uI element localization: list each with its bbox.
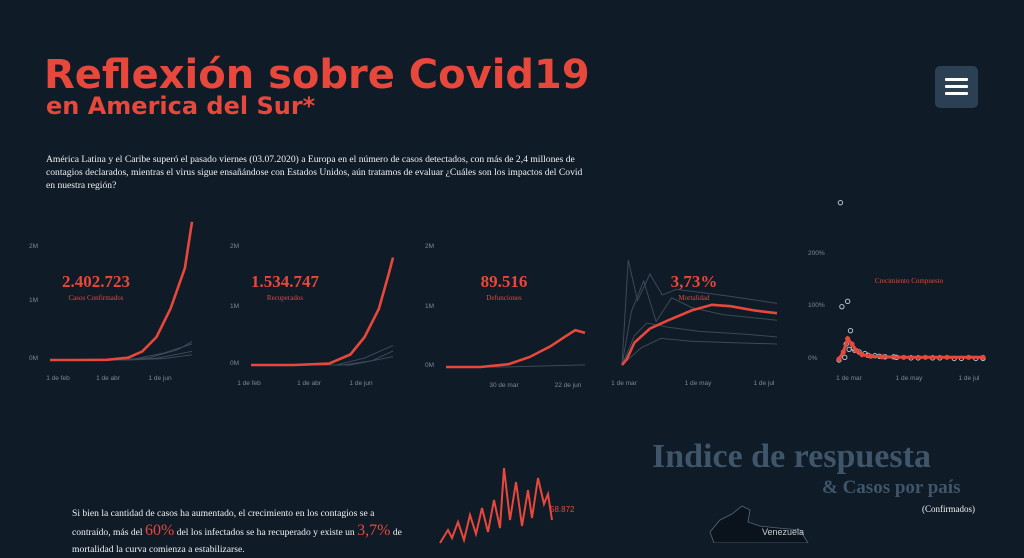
x-tick-label: 1 de may <box>896 375 923 382</box>
recovered-chart: 2M 1M 0M 1 de feb 1 de abr 1 de jun 1.534.747 R… <box>230 243 395 387</box>
hamburger-menu-button[interactable] <box>935 66 978 108</box>
response-index-subtitle: & Casos por país <box>822 477 961 498</box>
summary-text-2: del los infectados se ha recuperado y ex… <box>176 527 355 538</box>
x-tick-label: 1 de jun <box>349 380 373 387</box>
series-line <box>621 279 778 366</box>
x-tick-label: 22 de jun <box>555 382 582 389</box>
x-tick-label: 1 de may <box>685 380 712 387</box>
daily-cases-chart: 58.872 <box>439 467 575 544</box>
series-line-highlight <box>251 257 395 367</box>
y-tick-label: 100% <box>808 302 825 309</box>
kpi-value: 1.534.747 <box>251 272 320 291</box>
response-index-title: Indice de respuesta <box>652 438 931 475</box>
series-line-highlight <box>50 221 194 362</box>
summary-paragraph: Si bien la cantidad de casos ha aumentad… <box>72 505 412 558</box>
x-tick-label: 1 de feb <box>46 375 70 382</box>
y-tick-label: 2M <box>230 243 239 250</box>
series-line <box>621 322 778 366</box>
mortality-percent: 3,7% <box>357 522 391 539</box>
south-america-map <box>709 505 809 543</box>
x-tick-label: 1 de abr <box>96 375 121 382</box>
y-tick-label: 200% <box>808 250 825 257</box>
y-tick-label: 0M <box>425 362 434 369</box>
compound-growth-chart: 200% 100% 0% 1 de mar 1 de may 1 de jul Crecim… <box>808 199 986 382</box>
intro-paragraph: América Latina y el Caribe superó el pas… <box>46 154 583 191</box>
x-tick-label: 1 de mar <box>611 380 637 387</box>
deaths-chart: 2M 1M 0M 30 de mar 22 de jun 89.516 Defuncione… <box>425 243 586 389</box>
kpi-value: 3,73% <box>671 272 718 291</box>
daily-cases-line <box>439 467 553 544</box>
scatter-point <box>837 199 844 206</box>
y-tick-label: 2M <box>29 243 38 250</box>
kpi-label: Casos Confirmados <box>68 294 123 302</box>
series-line <box>621 259 778 366</box>
x-tick-label: 1 de abr <box>297 380 322 387</box>
hamburger-menu-icon <box>945 78 968 81</box>
x-tick-label: 1 de jul <box>754 380 776 387</box>
scatter-point <box>844 298 851 305</box>
mortality-chart: 1 de mar 1 de may 1 de jul 3,73% Mortalidad <box>611 259 778 387</box>
scatter-point <box>847 327 854 334</box>
kpi-value: 89.516 <box>481 272 528 291</box>
kpi-label: Defunciones <box>486 294 522 302</box>
x-tick-label: 1 de mar <box>836 375 862 382</box>
kpi-label: Recuperados <box>267 294 303 302</box>
hamburger-menu-icon-bar <box>945 92 968 95</box>
series-line-highlight <box>621 303 778 366</box>
y-tick-label: 1M <box>425 303 434 310</box>
scatter-point <box>846 346 852 353</box>
kpi-label: Crecimiento Compuesto <box>875 277 944 285</box>
page-subtitle: en America del Sur* <box>46 92 316 120</box>
recovered-percent: 60% <box>145 522 175 539</box>
summary-text-1: Si bien la cantidad de casos ha aumentad… <box>72 508 375 538</box>
series-line <box>621 337 778 366</box>
page-title: Reflexión sobre Covid19 <box>44 52 590 98</box>
x-tick-label: 1 de jun <box>148 375 172 382</box>
y-tick-label: 1M <box>230 303 239 310</box>
series-line <box>251 344 394 366</box>
confirmed-cases-chart: 2M 1M 0M 1 de feb 1 de abr 1 de jun 2.402.723 C… <box>29 221 194 382</box>
y-tick-label: 0M <box>230 360 239 367</box>
x-tick-label: 1 de feb <box>237 380 261 387</box>
y-tick-label: 2M <box>425 243 434 250</box>
kpi-value: 2.402.723 <box>62 272 130 291</box>
scatter-point <box>839 303 845 310</box>
scatter-point <box>842 354 848 361</box>
kpi-label: Mortalidad <box>678 294 710 302</box>
series-line-highlight <box>446 328 586 369</box>
hamburger-menu-icon-bar <box>945 85 968 88</box>
y-tick-label: 0M <box>29 355 38 362</box>
x-tick-label: 30 de mar <box>489 382 519 389</box>
x-tick-label: 1 de jul <box>959 375 981 382</box>
response-index-note: (Confirmados) <box>922 504 975 514</box>
map-label-venezuela: Venezuela <box>762 527 805 537</box>
y-tick-label: 1M <box>29 297 38 304</box>
y-tick-label: 0% <box>808 355 818 362</box>
map-country-shape <box>709 505 809 543</box>
daily-cases-value-label: 58.872 <box>550 505 575 514</box>
series-line-highlight <box>837 335 983 360</box>
